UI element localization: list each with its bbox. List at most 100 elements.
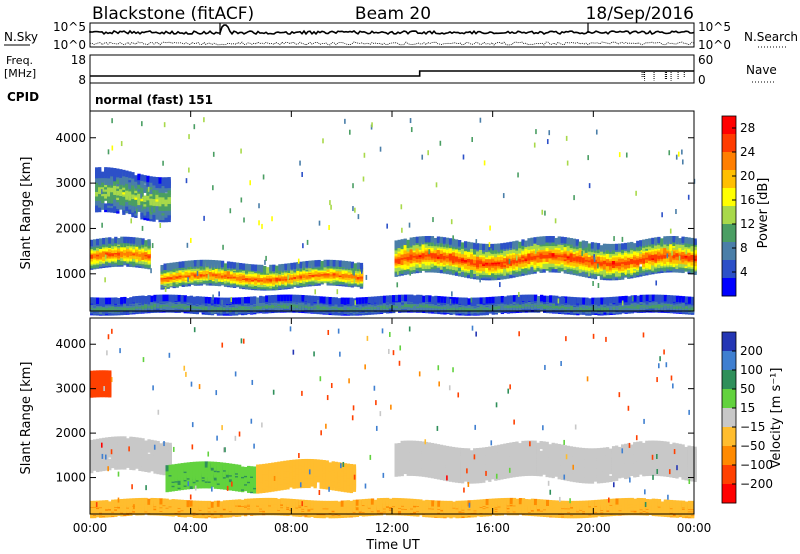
- freq-trace: [90, 70, 694, 81]
- power-cell: [149, 176, 153, 183]
- power-cell: [630, 256, 634, 263]
- power-cell: [122, 169, 126, 177]
- power-cell: [466, 255, 471, 263]
- power-cell: [111, 238, 115, 245]
- power-cell: [433, 262, 438, 270]
- power-cell: [454, 239, 459, 246]
- power-cell: [536, 236, 540, 244]
- power-cell: [314, 260, 318, 267]
- power-cell: [672, 235, 676, 243]
- power-cell: [223, 263, 228, 270]
- nave-right-tick-top: 60: [698, 53, 713, 67]
- power-cell: [338, 260, 342, 267]
- power-cell: [143, 184, 147, 191]
- power-cell: [557, 254, 561, 261]
- power-cell: [678, 238, 682, 245]
- power-cell: [494, 243, 498, 251]
- power-cell: [295, 294, 299, 302]
- power-cell: [693, 259, 697, 267]
- power-cell: [99, 238, 103, 245]
- power-cell: [590, 252, 595, 260]
- power-cell: [278, 278, 282, 286]
- power-cell: [675, 262, 679, 270]
- power-cell: [289, 294, 293, 302]
- power-cell: [222, 297, 227, 305]
- freq-panel: Freq. [MHz] 18 8 60 0 Nave: [4, 53, 777, 87]
- power-cell: [627, 242, 631, 249]
- power-cell: [138, 295, 142, 303]
- freq-frame: [89, 54, 695, 84]
- power-cell: [335, 260, 339, 267]
- power-cell: [146, 198, 150, 205]
- power-cell: [409, 248, 413, 255]
- power-cell: [681, 255, 685, 263]
- power-cell: [533, 240, 537, 248]
- power-cell: [457, 261, 462, 268]
- power-cell: [545, 236, 549, 243]
- power-cell: [470, 242, 474, 249]
- power-cell: [479, 243, 483, 250]
- power-cell: [234, 297, 239, 304]
- power-cell: [602, 261, 607, 268]
- power-cell: [135, 237, 139, 245]
- power-cell: [497, 266, 501, 273]
- power-cell: [436, 266, 441, 273]
- power-cell: [104, 167, 108, 174]
- power-cell: [132, 296, 136, 303]
- power-cell: [648, 238, 652, 245]
- power-cell: [693, 238, 697, 245]
- power-cell: [161, 177, 165, 184]
- power-cell: [192, 296, 196, 304]
- power-cell: [111, 297, 115, 305]
- power-cell: [424, 236, 429, 243]
- power-cell: [93, 297, 97, 304]
- power-cell: [128, 171, 132, 178]
- power-cell: [367, 296, 372, 304]
- power-cell: [445, 237, 450, 245]
- power-cell: [190, 260, 194, 267]
- power-cell: [581, 256, 586, 263]
- power-cell: [530, 237, 534, 245]
- power-cell: [104, 178, 108, 185]
- power-cell: [445, 262, 450, 269]
- nsky-trace: [89, 23, 695, 46]
- power-cell: [542, 248, 546, 256]
- power-cell: [593, 242, 598, 250]
- power-cell: [460, 242, 465, 249]
- power-cell: [491, 243, 495, 251]
- power-cell: [463, 269, 468, 276]
- freq-label: Freq.: [6, 54, 33, 67]
- power-cell: [560, 261, 564, 268]
- power-cell: [678, 260, 682, 268]
- power-cell: [596, 253, 601, 261]
- power-cell: [648, 257, 652, 265]
- power-cell: [116, 177, 120, 185]
- power-cell: [95, 185, 99, 192]
- power-cell: [624, 242, 628, 250]
- power-cell: [630, 261, 634, 268]
- power-cell: [117, 297, 121, 305]
- power-cell: [140, 210, 144, 218]
- nsky-frame: [89, 22, 695, 48]
- power-cell: [678, 257, 682, 264]
- power-cell: [337, 298, 341, 305]
- power-cell: [325, 296, 329, 304]
- power-cell: [482, 268, 486, 275]
- power-cell: [305, 260, 309, 268]
- power-cell: [373, 296, 378, 303]
- freq-line: [90, 70, 694, 77]
- power-cell: [557, 236, 561, 243]
- power-cell: [232, 262, 237, 269]
- power-cell: [602, 243, 607, 251]
- power-cell: [539, 236, 543, 243]
- power-cell: [485, 243, 489, 251]
- power-cell: [470, 251, 474, 258]
- power-cell: [454, 246, 459, 253]
- power-cell: [645, 256, 649, 264]
- power-cell: [488, 263, 492, 270]
- power-cell: [283, 294, 287, 302]
- power-cell: [175, 261, 179, 269]
- power-cell: [611, 257, 616, 265]
- power-cell: [319, 296, 323, 303]
- power-cell: [96, 297, 100, 305]
